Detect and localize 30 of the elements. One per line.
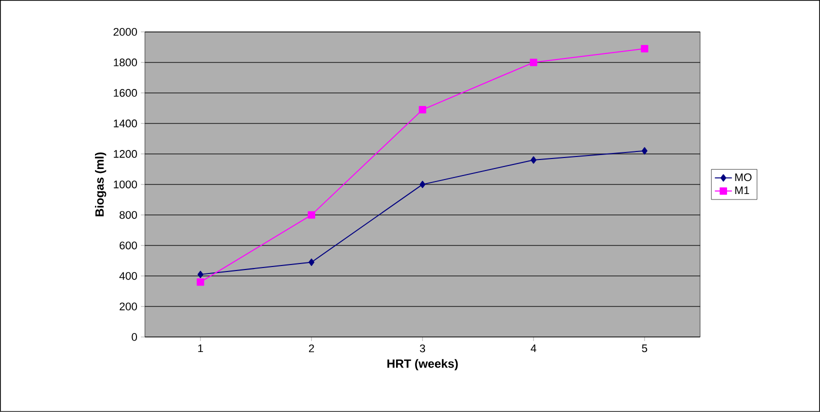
y-tick-label: 2000 [114, 28, 137, 36]
y-tick-label: 600 [120, 242, 137, 250]
y-axis-title: Biogas (ml) [95, 152, 106, 216]
y-tick-label: 1000 [114, 180, 137, 188]
y-tick-label: 1800 [114, 58, 137, 66]
x-tick-label: 2 [308, 344, 314, 352]
y-tick-label: 1600 [114, 89, 137, 97]
x-tick-label: 1 [198, 344, 203, 352]
x-tick-label: 5 [642, 344, 648, 352]
point [530, 58, 538, 66]
y-tick-label: 800 [120, 211, 137, 219]
legend-label: MO [735, 173, 752, 182]
y-tick-label: 1200 [114, 150, 137, 158]
point [198, 270, 204, 278]
point [418, 106, 426, 114]
point [530, 156, 536, 164]
legend-label: M1 [735, 186, 750, 194]
point [308, 211, 316, 219]
x-axis-title: HRT (weeks) [387, 359, 458, 370]
x-tick-label: 3 [420, 344, 426, 352]
point [308, 258, 314, 266]
y-tick-label: 1400 [114, 120, 137, 128]
y-tick-label: 400 [119, 272, 137, 280]
y-tick-label: 200 [120, 302, 137, 310]
point [640, 45, 648, 52]
y-tick-label: 0 [132, 333, 137, 341]
x-tick-label: 4 [530, 344, 536, 352]
point [420, 180, 426, 188]
point [642, 147, 648, 155]
point [196, 278, 204, 286]
